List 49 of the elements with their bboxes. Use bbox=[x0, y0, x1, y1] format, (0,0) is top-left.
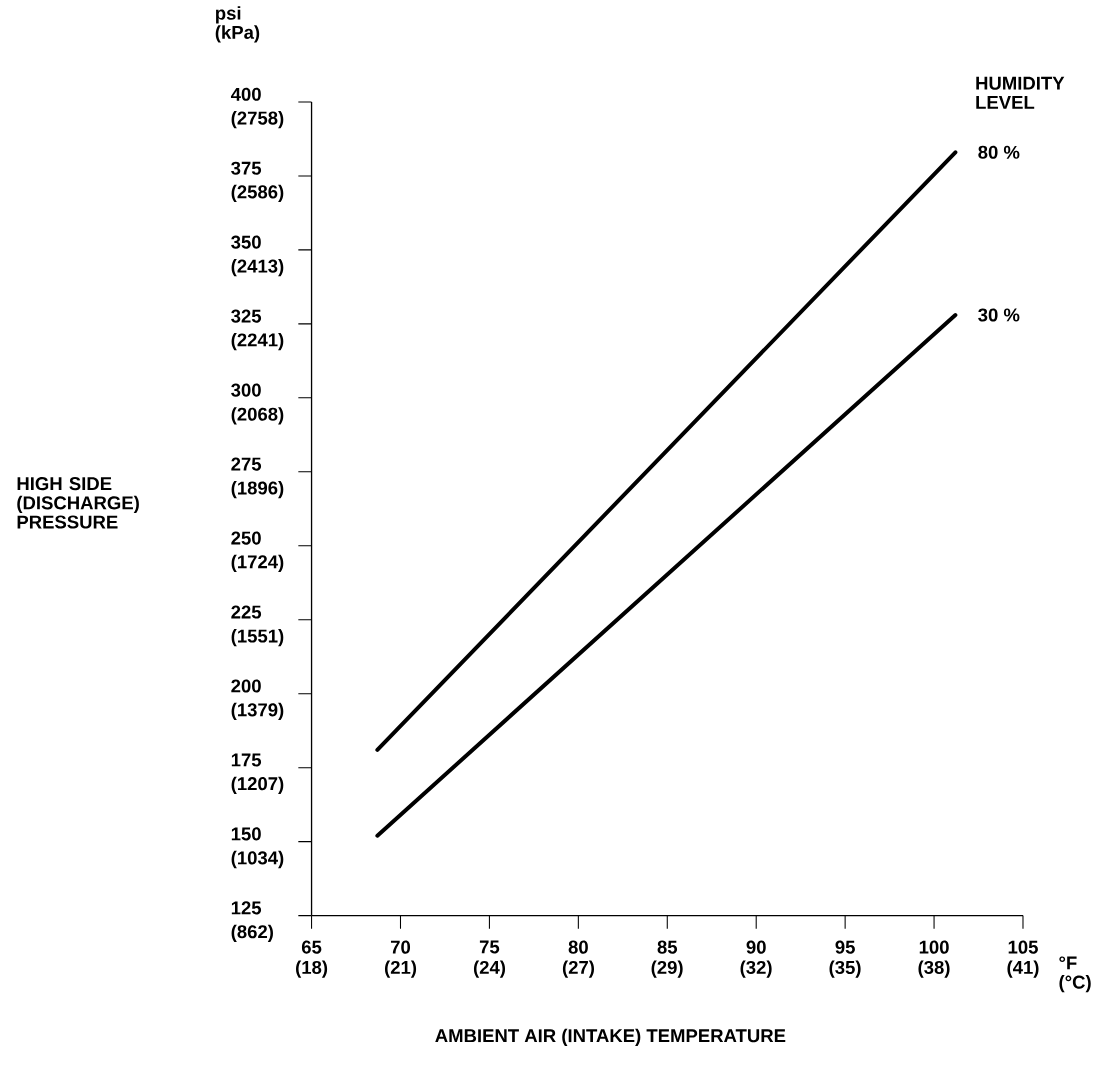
x-tick-label: 90 bbox=[746, 940, 766, 954]
x-tick-label: 65 bbox=[301, 940, 322, 954]
y-tick-label: 300 bbox=[231, 383, 261, 397]
y-tick-label: 375 bbox=[231, 161, 262, 175]
x2-tick-label: (41) bbox=[1007, 960, 1039, 978]
y2-tick-label: (2413) bbox=[231, 258, 284, 277]
y2-tick-label: (2241) bbox=[231, 332, 284, 350]
y2-tick-label: (1034) bbox=[231, 850, 284, 868]
x2-tick-label: (29) bbox=[651, 960, 683, 978]
x2-tick-label: (18) bbox=[296, 960, 328, 978]
y2-tick-label: (1207) bbox=[231, 776, 284, 794]
y-tick-label: 125 bbox=[231, 901, 262, 915]
x2-tick-label: (27) bbox=[562, 960, 595, 978]
text: °F (°C) bbox=[1059, 956, 1091, 993]
y-tick-label: 250 bbox=[231, 531, 261, 545]
x-tick-label: 70 bbox=[390, 940, 411, 954]
y-tick-label: 175 bbox=[231, 753, 262, 767]
text: psi (kPa) bbox=[215, 5, 260, 43]
y2-tick-label: (2758) bbox=[231, 110, 284, 129]
y2-tick-label: (1551) bbox=[231, 628, 284, 647]
x-tick-label: 100 bbox=[919, 940, 949, 954]
x-tick-label: 75 bbox=[479, 940, 500, 954]
x-tick-label: 80 bbox=[568, 940, 588, 954]
x-axis-title: AMBIENT AIR (INTAKE) TEMPERATURE bbox=[435, 1028, 786, 1046]
y-tick-label: 275 bbox=[231, 457, 262, 471]
x2-tick-label: (32) bbox=[740, 960, 772, 978]
y2-tick-label: (1379) bbox=[231, 702, 284, 720]
y-tick-label: 350 bbox=[231, 235, 261, 249]
x-tick-label: 95 bbox=[835, 940, 855, 954]
x2-tick-label: (35) bbox=[829, 960, 861, 978]
y-axis-title: HIGH SIDE (DISCHARGE) PRESSURE bbox=[17, 476, 139, 529]
legend-title: HUMIDITY LEVEL bbox=[976, 76, 1065, 109]
y-tick-label: 150 bbox=[231, 827, 261, 841]
series-label: 80 % bbox=[978, 145, 1020, 159]
y2-tick-label: (2586) bbox=[231, 184, 284, 202]
x2-tick-label: (21) bbox=[384, 960, 417, 978]
x-tick-label: 85 bbox=[657, 940, 678, 954]
series-label: 30 % bbox=[978, 308, 1020, 322]
x2-tick-label: (38) bbox=[918, 960, 950, 978]
y-tick-label: 325 bbox=[231, 309, 262, 323]
x2-tick-label: (24) bbox=[473, 960, 506, 978]
y-tick-label: 225 bbox=[231, 605, 262, 619]
y2-tick-label: (2068) bbox=[231, 406, 284, 425]
y-tick-label: 200 bbox=[231, 679, 261, 693]
y2-tick-label: (1724) bbox=[231, 554, 284, 572]
y2-tick-label: (862) bbox=[231, 924, 273, 942]
y-tick-label: 400 bbox=[230, 87, 261, 101]
y2-tick-label: (1896) bbox=[231, 480, 284, 499]
x-tick-label: 105 bbox=[1008, 940, 1038, 954]
